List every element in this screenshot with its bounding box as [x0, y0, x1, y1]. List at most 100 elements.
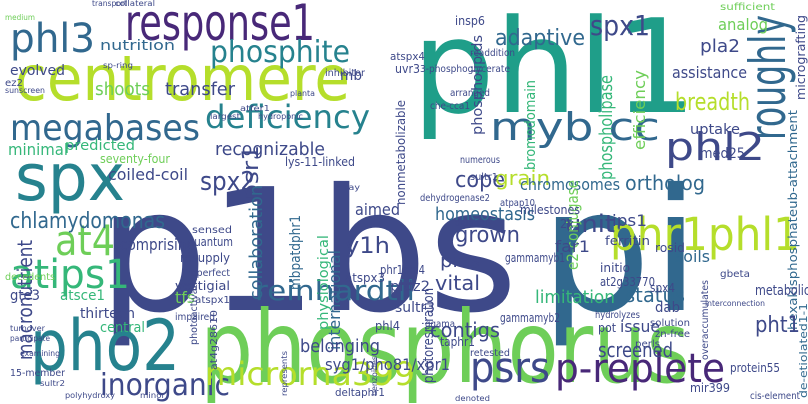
word: phosphite — [210, 35, 350, 70]
word: pi — [540, 153, 700, 351]
word: roughly — [739, 15, 797, 140]
word: pias — [440, 251, 480, 272]
word: bromodomain — [523, 80, 539, 170]
word: planta — [290, 89, 315, 98]
word: solution — [650, 318, 690, 329]
word: reinhardtii — [255, 274, 415, 307]
word: taphr1 — [440, 335, 475, 349]
word: sunscreen — [5, 86, 45, 95]
word: chromosomes — [520, 175, 620, 194]
word: at2g33770 — [600, 275, 655, 289]
word: inhibitor — [325, 68, 366, 79]
word: participate — [10, 334, 50, 343]
word: minimal — [8, 140, 68, 159]
word: soils — [675, 247, 710, 266]
word: chlamydomonas — [10, 209, 165, 234]
word: recognizable — [215, 139, 325, 160]
word: array — [335, 183, 360, 192]
word: analog — [718, 15, 768, 34]
word: deletion — [455, 218, 490, 229]
word: lys-11-linked — [285, 155, 355, 169]
word: insp6 — [455, 14, 485, 28]
word: megabases — [10, 108, 200, 149]
word: 2x — [560, 217, 574, 231]
word: uptake — [690, 122, 740, 138]
word: benzoides — [370, 356, 379, 396]
word: unit — [565, 210, 615, 238]
word: atips1 — [10, 252, 130, 298]
word: status — [625, 283, 685, 307]
word: myb cc — [490, 105, 660, 149]
word: mbpatdphr1 — [288, 215, 304, 290]
word: overaccumulates — [700, 280, 711, 360]
word: transport — [92, 0, 127, 8]
word: phl3 — [10, 16, 95, 62]
word: decedents — [5, 272, 55, 283]
word: polyhydroxy — [65, 391, 115, 400]
word: ips1 — [612, 211, 647, 230]
word: inorganic — [100, 368, 230, 403]
word: issue — [620, 317, 660, 336]
word: phosphorus — [200, 289, 690, 404]
word: atpap10 — [500, 198, 535, 209]
word: gammamyb2 — [500, 311, 560, 325]
word: medium — [5, 13, 35, 22]
word: phl1 — [412, 0, 697, 143]
word: at4g28610 — [209, 310, 220, 370]
word: breadth — [675, 88, 750, 116]
word: denoted — [455, 394, 490, 403]
word: gammamyb1 — [505, 251, 565, 265]
word: gbeta — [720, 269, 750, 280]
word: protein55 — [730, 361, 780, 375]
word: phr1phl1 — [610, 208, 800, 261]
word: ferritin — [605, 234, 650, 248]
word: efficiency — [630, 70, 649, 150]
word: screened — [598, 338, 673, 362]
word: examining — [20, 349, 60, 358]
word: contigs — [430, 318, 500, 342]
word: tfs — [175, 288, 195, 307]
word: perls — [635, 339, 660, 350]
word: spx2 — [200, 167, 255, 197]
word: numerous — [460, 155, 500, 166]
word: shoots — [95, 79, 150, 100]
word: med25 — [700, 146, 745, 162]
word: coiled-coil — [108, 165, 188, 184]
word: hexakisphosphateub-attachment — [786, 110, 800, 330]
word: psrs — [470, 343, 550, 392]
word: belonging — [300, 336, 380, 357]
word: milestones — [520, 203, 580, 217]
word: p-replete — [555, 346, 725, 392]
word: pht1 — [755, 313, 800, 338]
word: interconnection — [705, 299, 765, 308]
word: p1bs — [98, 153, 518, 351]
word: limitation — [535, 287, 615, 308]
word: transfer — [165, 79, 236, 100]
word: sensed — [192, 225, 232, 236]
word: mir399 — [690, 381, 730, 395]
word: syg1/pho81/xpr1 — [325, 355, 450, 374]
word: sultr2 — [40, 379, 65, 388]
word: macronutrient — [13, 240, 37, 360]
word: retested — [470, 348, 510, 359]
word: phr1phl4 — [380, 263, 425, 277]
word: spx1 — [590, 9, 650, 42]
word: vital — [435, 271, 480, 295]
word: largest — [210, 112, 240, 121]
word: atspx4 — [390, 50, 425, 63]
word: 15-member — [10, 368, 66, 379]
word: che-cca1 — [430, 101, 470, 112]
word: uvr3 — [395, 62, 420, 76]
word: grown — [455, 223, 520, 248]
word: sultr1 — [470, 172, 498, 183]
word: ggama — [425, 319, 455, 330]
word: predicted — [65, 138, 135, 154]
word: pho2 — [30, 305, 180, 387]
word: phospholipids — [470, 35, 486, 135]
word: dehydrogenase2 — [420, 193, 490, 204]
word: mb — [340, 68, 362, 84]
word: gte3 — [10, 288, 40, 304]
word: imperfect — [185, 268, 230, 279]
word: microrna399 — [205, 355, 415, 393]
